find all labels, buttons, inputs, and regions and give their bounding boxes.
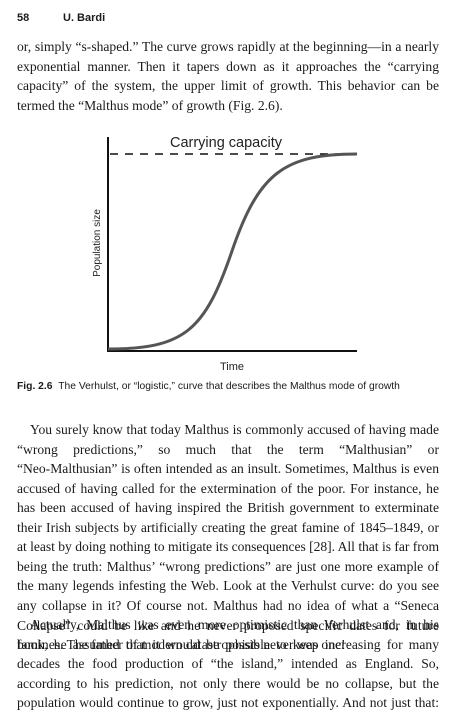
logistic-curve — [107, 152, 358, 351]
text-line: book, he assumed that it would be possib… — [17, 636, 439, 652]
text-line: exponential manner. Then it tapers down … — [17, 58, 439, 74]
text-line: famines. The father of modern catastroph… — [17, 637, 346, 653]
text-line: termed the “Malthus mode” of growth (Fig… — [17, 97, 283, 113]
text-line: at least by doing nothing to mitigate it… — [17, 539, 439, 555]
text-line: “Neo-Malthusian” is often intended as an… — [17, 461, 439, 477]
page-number: 58 — [17, 12, 30, 24]
text-line: being the truth: Malthus’ “wrong predict… — [17, 558, 439, 574]
text-line: their Irish subjects by artificially cre… — [17, 519, 439, 535]
caption-label: Fig. 2.6 — [17, 381, 53, 392]
text-line: population would continue to grow, just … — [17, 695, 439, 711]
caption: Fig. 2.6 The Verhulst, or “logistic,” cu… — [17, 381, 400, 392]
text-line: the many legends infesting the Web. Look… — [17, 578, 439, 594]
x-label: Time — [220, 361, 244, 373]
figure-title: Carrying capacity — [170, 135, 283, 151]
text-line: capacity” of the system, the upper limit… — [17, 78, 439, 94]
text-line: Collapse” could be like and he never pro… — [17, 617, 439, 633]
caption-text: The Verhulst, or “logistic,” curve that … — [58, 381, 400, 392]
text-line: “wrong predictions,” so much that the te… — [17, 441, 439, 457]
y-label: Population size — [92, 209, 103, 277]
running-head: U. Bardi — [63, 12, 106, 24]
text-line: decades the food production of “the isla… — [17, 656, 439, 672]
text-line: accused of having called for the extermi… — [17, 480, 439, 496]
text-line: any collapse in it? Of course not. Malth… — [17, 597, 439, 613]
text-line: or, simply “s-shaped.” The curve grows r… — [17, 39, 439, 54]
text-line: You surely know that today Malthus is co… — [30, 422, 439, 437]
text-line: according to his prediction, not only th… — [17, 675, 439, 691]
text-line: Actually, Malthus was even more optimist… — [30, 617, 439, 632]
text-line: has been accused of having inspired the … — [17, 500, 439, 516]
